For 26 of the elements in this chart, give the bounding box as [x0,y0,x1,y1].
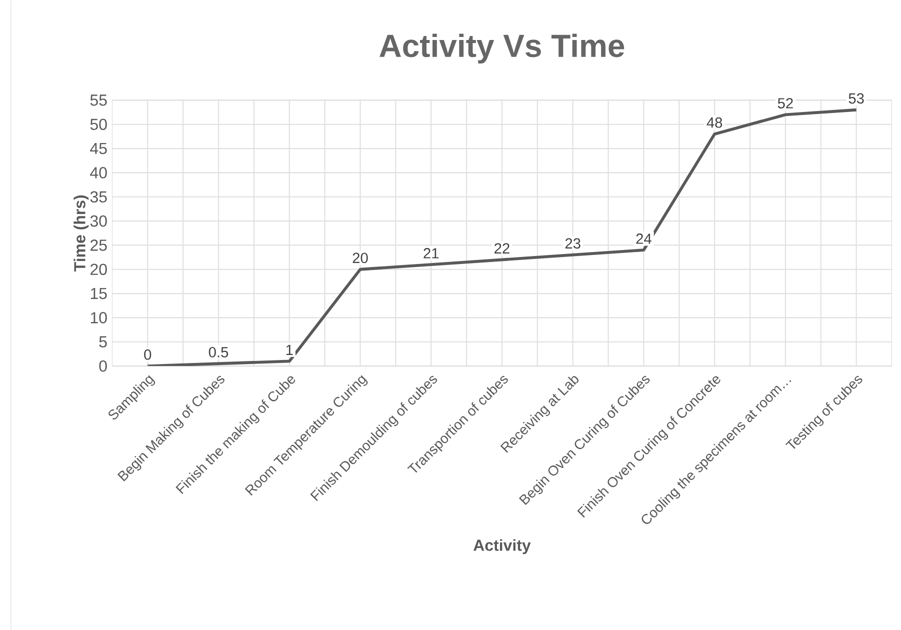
data-label: 0.5 [208,346,228,358]
data-label: 23 [565,238,580,249]
data-label: 22 [494,243,510,254]
data-label: 1 [286,344,293,355]
y-tick-label: 30 [90,215,107,227]
y-tick-label: 5 [99,336,107,348]
chart-title: Activity Vs Time [380,34,624,64]
data-label: 0 [144,349,152,360]
y-tick-label: 0 [99,360,107,372]
y-tick-label: 25 [90,239,107,251]
y-tick-label: 15 [90,288,107,300]
y-tick-label: 35 [90,191,107,202]
data-label: 53 [848,93,864,104]
y-tick-label: 10 [90,312,107,324]
y-axis-title: Time (hrs) [74,195,89,272]
y-tick-label: 20 [90,264,107,275]
y-tick-label: 45 [90,142,107,154]
y-tick-label: 40 [90,166,107,178]
x-axis-title: Activity [473,539,531,554]
y-tick-label: 55 [90,94,107,106]
data-label: 21 [424,248,439,258]
data-label: 52 [778,98,793,108]
data-label: 24 [636,233,652,244]
data-label: 20 [352,252,368,264]
y-tick-label: 50 [90,118,107,130]
data-label: 48 [706,117,722,128]
